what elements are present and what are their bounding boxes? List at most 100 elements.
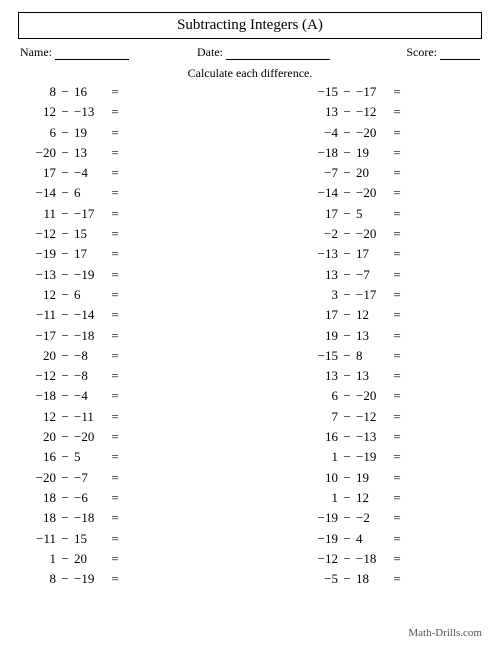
problem-row: −17−−18=: [18, 329, 250, 342]
operator: −: [56, 471, 74, 484]
problem-row: −19−17=: [18, 247, 250, 260]
operator: −: [338, 410, 356, 423]
operand-b: −11: [74, 410, 108, 423]
problem-row: 16−−13=: [250, 430, 482, 443]
operator: −: [56, 85, 74, 98]
equals-sign: =: [108, 491, 122, 504]
operand-a: −2: [304, 227, 338, 240]
equals-sign: =: [390, 207, 404, 220]
operand-a: −12: [22, 227, 56, 240]
problem-row: 12−−11=: [18, 410, 250, 423]
operand-a: −15: [304, 349, 338, 362]
operator: −: [56, 288, 74, 301]
operand-a: −7: [304, 166, 338, 179]
problem-row: −4−−20=: [250, 126, 482, 139]
equals-sign: =: [108, 450, 122, 463]
equals-sign: =: [108, 288, 122, 301]
operand-b: −20: [356, 186, 390, 199]
equals-sign: =: [390, 532, 404, 545]
equals-sign: =: [390, 329, 404, 342]
problem-row: −13−17=: [250, 247, 482, 260]
equals-sign: =: [108, 166, 122, 179]
problem-row: 19−13=: [250, 329, 482, 342]
operand-a: 6: [22, 126, 56, 139]
operator: −: [338, 105, 356, 118]
problem-row: −12−−8=: [18, 369, 250, 382]
problem-row: −19−4=: [250, 532, 482, 545]
equals-sign: =: [390, 471, 404, 484]
operator: −: [338, 288, 356, 301]
problem-row: −20−13=: [18, 146, 250, 159]
operand-a: 18: [22, 511, 56, 524]
problem-row: 11−−17=: [18, 207, 250, 220]
equals-sign: =: [390, 186, 404, 199]
problem-row: 12−−13=: [18, 105, 250, 118]
operand-b: 15: [74, 227, 108, 240]
problem-columns: 8−16=12−−13=6−19=−20−13=17−−4=−14−6=11−−…: [18, 85, 482, 627]
operand-a: −19: [22, 247, 56, 260]
equals-sign: =: [108, 329, 122, 342]
operand-b: 12: [356, 308, 390, 321]
operand-b: −13: [356, 430, 390, 443]
operator: −: [338, 572, 356, 585]
problem-row: 17−−4=: [18, 166, 250, 179]
problem-row: 7−−12=: [250, 410, 482, 423]
operator: −: [56, 552, 74, 565]
operand-b: −12: [356, 410, 390, 423]
operator: −: [338, 389, 356, 402]
problem-row: −15−8=: [250, 349, 482, 362]
operand-b: −20: [356, 227, 390, 240]
problem-row: −11−−14=: [18, 308, 250, 321]
equals-sign: =: [390, 369, 404, 382]
operand-a: 17: [304, 207, 338, 220]
problem-row: 12−6=: [18, 288, 250, 301]
date-line[interactable]: [226, 48, 330, 60]
operand-a: 1: [304, 450, 338, 463]
operand-b: 15: [74, 532, 108, 545]
column-left: 8−16=12−−13=6−19=−20−13=17−−4=−14−6=11−−…: [18, 85, 250, 627]
operand-b: −17: [74, 207, 108, 220]
operator: −: [338, 85, 356, 98]
equals-sign: =: [108, 349, 122, 362]
operand-a: 13: [304, 369, 338, 382]
problem-row: 6−−20=: [250, 389, 482, 402]
name-line[interactable]: [55, 48, 129, 60]
equals-sign: =: [390, 552, 404, 565]
operand-a: −15: [304, 85, 338, 98]
operand-a: 11: [22, 207, 56, 220]
problem-row: −19−−2=: [250, 511, 482, 524]
operand-b: −20: [74, 430, 108, 443]
operand-a: −12: [304, 552, 338, 565]
instruction-text: Calculate each difference.: [18, 66, 482, 81]
operand-b: 19: [356, 146, 390, 159]
operand-b: 20: [74, 552, 108, 565]
problem-row: −11−15=: [18, 532, 250, 545]
operand-a: −18: [22, 389, 56, 402]
equals-sign: =: [108, 511, 122, 524]
operand-a: 16: [22, 450, 56, 463]
operator: −: [56, 227, 74, 240]
score-line[interactable]: [440, 48, 480, 60]
operator: −: [338, 126, 356, 139]
problem-row: −18−19=: [250, 146, 482, 159]
equals-sign: =: [390, 349, 404, 362]
operand-a: −20: [22, 146, 56, 159]
equals-sign: =: [108, 430, 122, 443]
problem-row: 1−12=: [250, 491, 482, 504]
operand-b: 16: [74, 85, 108, 98]
problem-row: −20−−7=: [18, 471, 250, 484]
operand-a: 18: [22, 491, 56, 504]
operand-a: 12: [22, 288, 56, 301]
operand-a: −17: [22, 329, 56, 342]
operand-a: 17: [22, 166, 56, 179]
problem-row: 16−5=: [18, 450, 250, 463]
problem-row: 18−−18=: [18, 511, 250, 524]
equals-sign: =: [108, 105, 122, 118]
problem-row: 17−12=: [250, 308, 482, 321]
operator: −: [56, 491, 74, 504]
operator: −: [338, 471, 356, 484]
operand-b: −18: [356, 552, 390, 565]
operator: −: [338, 349, 356, 362]
problem-row: −12−15=: [18, 227, 250, 240]
equals-sign: =: [390, 85, 404, 98]
